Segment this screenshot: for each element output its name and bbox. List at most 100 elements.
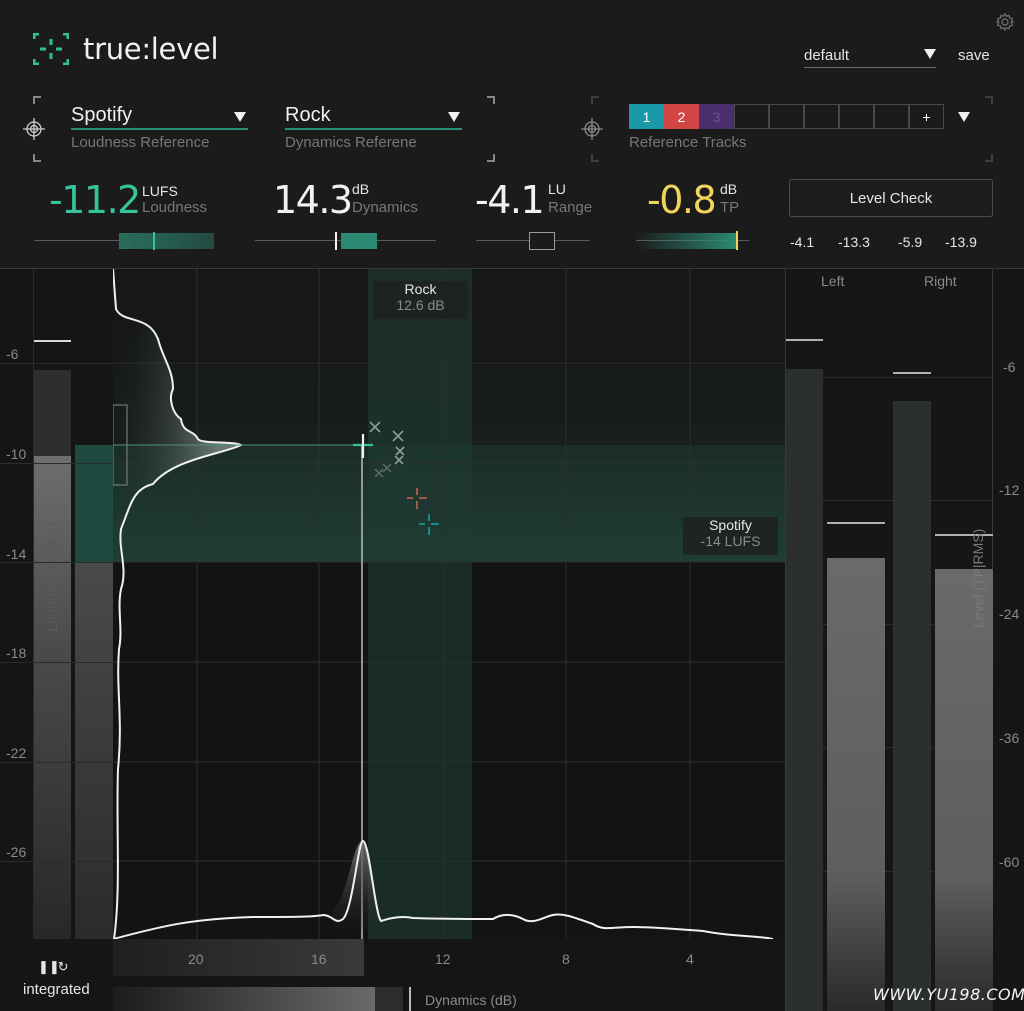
reference-tracks-label: Reference Tracks xyxy=(629,134,747,151)
reset-icon[interactable]: ↻ xyxy=(57,959,69,974)
reference-track-empty[interactable] xyxy=(734,104,769,129)
dynamics-unit: dB xyxy=(352,181,370,197)
bracket-decoration xyxy=(33,96,41,104)
bracket-decoration xyxy=(487,96,495,104)
left-true-peak-hold xyxy=(786,339,823,341)
reference-track-1[interactable]: 1 xyxy=(629,104,664,129)
true-peak-label: TP xyxy=(720,199,740,216)
dynamics-reference-value: Rock xyxy=(285,104,331,126)
loudness-axis-label: Loudness (LUFS) xyxy=(44,522,60,632)
preset-value: default xyxy=(804,47,850,64)
range-unit: LU xyxy=(548,181,566,197)
chevron-down-icon xyxy=(924,49,936,59)
bracket-decoration xyxy=(487,154,495,162)
loudness-max-marker xyxy=(34,340,71,342)
y-tick: -6 xyxy=(6,346,19,362)
loudness-target-band xyxy=(75,445,113,562)
dynamics-label: Dynamics xyxy=(352,199,418,216)
loudness-reference-dropdown[interactable]: Spotify xyxy=(71,104,248,130)
gridline xyxy=(33,269,34,939)
reference-track-empty[interactable] xyxy=(839,104,874,129)
loudness-reference-label: Loudness Reference xyxy=(71,134,210,151)
level-tick: -24 xyxy=(999,606,1020,622)
reference-track-empty[interactable] xyxy=(874,104,909,129)
level-check-value: -4.1 xyxy=(790,234,815,250)
dynamics-value: 14.3 xyxy=(273,178,353,222)
right-rms-hold xyxy=(935,534,993,536)
y-tick: -22 xyxy=(6,745,27,761)
app-title: true:level xyxy=(83,32,219,66)
bracket-decoration xyxy=(985,154,993,162)
reference-track-empty[interactable] xyxy=(804,104,839,129)
dynamics-reference-name: Rock xyxy=(404,281,437,297)
loudness-marker xyxy=(153,232,155,250)
gridline xyxy=(0,662,113,663)
dynamics-range-remainder xyxy=(375,987,403,1011)
x-tick: 16 xyxy=(311,951,327,967)
pause-icon[interactable]: ❚❚ xyxy=(38,959,60,974)
x-tick: 20 xyxy=(188,951,204,967)
gridline xyxy=(786,871,993,872)
right-channel-label: Right xyxy=(924,273,957,289)
logo-icon xyxy=(33,33,69,65)
loudness-target-zone xyxy=(119,233,214,249)
y-tick: -18 xyxy=(6,645,27,661)
gear-icon[interactable] xyxy=(995,12,1015,32)
x-tick: 12 xyxy=(435,951,451,967)
level-tick: -36 xyxy=(999,730,1020,746)
chevron-down-icon xyxy=(448,112,460,122)
chevron-down-icon xyxy=(234,112,246,122)
preset-dropdown[interactable]: default xyxy=(804,44,936,68)
right-true-peak-hold xyxy=(893,372,931,374)
range-label: Range xyxy=(548,199,593,216)
bracket-decoration xyxy=(591,154,599,162)
tracks-dropdown-chevron-icon[interactable] xyxy=(958,112,970,122)
left-rms-hold xyxy=(827,522,885,524)
loudness-dynamics-plot[interactable]: Rock 12.6 dB Spotify -14 LUFS xyxy=(113,269,785,939)
target-icon[interactable] xyxy=(580,117,604,141)
level-tick: -60 xyxy=(999,854,1020,870)
bracket-decoration xyxy=(591,96,599,104)
level-check-value: -13.3 xyxy=(838,234,870,250)
level-check-button[interactable]: Level Check xyxy=(789,179,993,217)
dynamics-current-bar xyxy=(113,939,364,976)
x-tick: 4 xyxy=(686,951,694,967)
save-button[interactable]: save xyxy=(958,47,990,64)
level-tick: -12 xyxy=(999,482,1020,498)
loudness-reference-tooltip: Spotify -14 LUFS xyxy=(683,517,778,555)
loudness-unit: LUFS xyxy=(142,183,178,199)
range-value: -4.1 xyxy=(475,178,545,222)
loudness-value: -11.2 xyxy=(49,178,141,222)
right-true-peak-bar xyxy=(893,401,931,1011)
level-check-value: -5.9 xyxy=(898,234,923,250)
dynamics-reference-dropdown[interactable]: Rock xyxy=(285,104,462,130)
bracket-decoration xyxy=(985,96,993,104)
dynamics-range-marker xyxy=(409,987,411,1011)
divider xyxy=(0,268,1024,269)
y-tick: -10 xyxy=(6,446,27,462)
y-tick: -26 xyxy=(6,844,27,860)
loudness-reference-value: -14 LUFS xyxy=(700,533,761,549)
true-peak-unit: dB xyxy=(720,181,738,197)
reference-track-3[interactable]: 3 xyxy=(699,104,734,129)
mode-label[interactable]: integrated xyxy=(23,981,90,998)
momentary-loudness-bar xyxy=(75,562,113,939)
true-peak-value: -0.8 xyxy=(647,178,717,222)
transport-controls: ❚❚ ↻ xyxy=(38,959,69,975)
true-peak-marker xyxy=(736,231,738,250)
reference-tracks-slots: 1 2 3 + xyxy=(629,104,944,129)
gridline xyxy=(786,624,993,625)
target-icon[interactable] xyxy=(22,117,46,141)
level-tick: -6 xyxy=(1003,359,1016,375)
integrated-loudness-bar xyxy=(34,456,71,939)
dynamics-target-zone xyxy=(341,233,377,249)
dynamics-reference-tooltip: Rock 12.6 dB xyxy=(373,281,468,319)
left-true-peak-bar xyxy=(786,369,823,1011)
right-rms-bar xyxy=(935,569,993,1011)
gridline xyxy=(0,762,113,763)
reference-track-empty[interactable] xyxy=(769,104,804,129)
reference-track-2[interactable]: 2 xyxy=(664,104,699,129)
add-reference-track-button[interactable]: + xyxy=(909,104,944,129)
gridline xyxy=(786,500,993,501)
dynamics-axis-label: Dynamics (dB) xyxy=(425,992,517,1008)
